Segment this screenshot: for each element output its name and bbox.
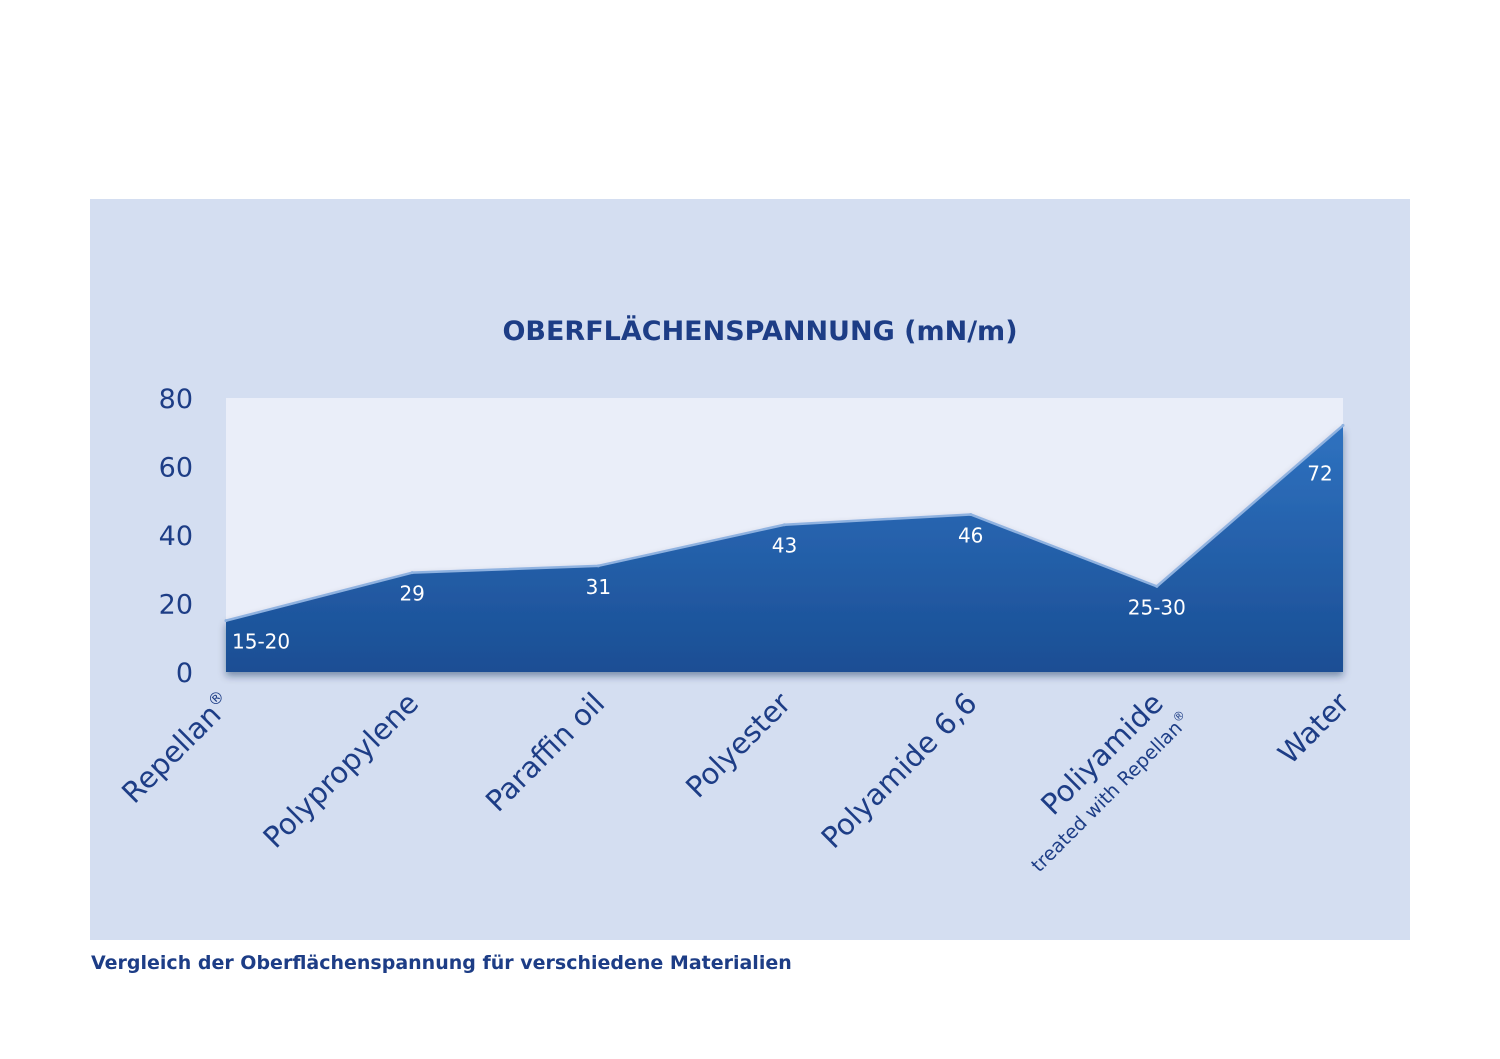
series-area: [226, 425, 1343, 672]
value-labels: 15-20 29 31 43 46 25-30 72: [232, 461, 1333, 653]
data-point: [1341, 423, 1345, 427]
x-category-text: Paraffin oil: [479, 686, 611, 818]
x-category-label: Polypropylene: [256, 686, 425, 855]
value-label: 72: [1307, 461, 1332, 485]
x-category-label: Polyester: [679, 686, 797, 804]
data-point: [783, 523, 786, 527]
x-category-text: Water: [1271, 686, 1356, 771]
value-label: 15-20: [232, 630, 290, 654]
figure-caption: Vergleich der Oberflächenspannung für ve…: [91, 952, 792, 974]
y-tick-label: 60: [159, 453, 193, 484]
data-point: [1155, 584, 1159, 588]
data-point: [596, 564, 600, 568]
x-category-label: Polyamide 6,6: [815, 686, 984, 855]
x-category-label: Water: [1271, 686, 1356, 771]
x-category-text: Polypropylene: [256, 686, 425, 855]
value-label: 31: [586, 575, 611, 599]
y-tick-label: 0: [176, 658, 193, 689]
y-tick-label: 20: [159, 590, 193, 621]
data-point: [410, 571, 414, 575]
x-axis-labels: Repellan® Polypropylene Paraffin oil Polyes…: [115, 686, 1356, 877]
data-point: [224, 619, 228, 623]
x-category-text: Repellan®: [115, 686, 239, 810]
value-label: 46: [958, 523, 983, 547]
chart-title: OBERFLÄCHENSPANNUNG (mN/m): [502, 315, 1017, 347]
data-point: [969, 512, 973, 516]
value-label: 29: [399, 582, 424, 606]
x-category-text: Polyamide 6,6: [815, 686, 984, 855]
value-label: 43: [772, 534, 797, 558]
x-category-text: Polyester: [679, 686, 797, 804]
y-axis: 0 20 40 60 80: [159, 384, 193, 689]
x-category-label: Repellan®: [115, 686, 239, 810]
value-label: 25-30: [1128, 595, 1186, 619]
y-tick-label: 40: [159, 521, 193, 552]
y-tick-label: 80: [159, 384, 193, 415]
x-category-label: Paraffin oil: [479, 686, 611, 818]
area-layer: [224, 423, 1345, 672]
